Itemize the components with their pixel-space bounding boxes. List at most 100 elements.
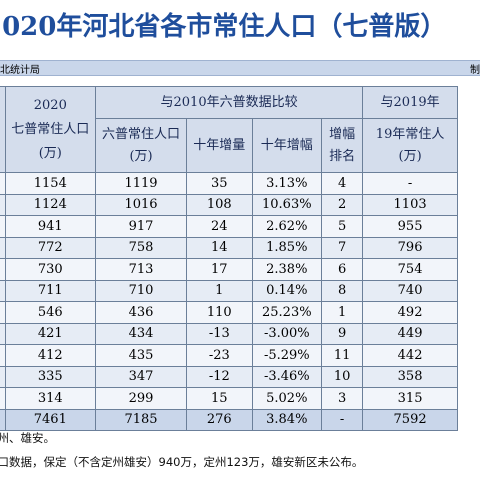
header-rate: 十年增幅 xyxy=(251,118,323,173)
cell-rate: -3.46% xyxy=(251,365,323,388)
cell-pop2020: 421 xyxy=(4,322,96,345)
cell-pop2019: 1103 xyxy=(362,193,458,216)
cell-pop2020: 1154 xyxy=(4,172,96,195)
population-table: 2020 七普常住人口 (万) 与2010年六普数据比较 与2019年 六普常住… xyxy=(0,86,458,431)
cell-rate: 3.84% xyxy=(251,408,323,431)
cell-pop2020: 335 xyxy=(4,365,96,388)
cell-rank: 6 xyxy=(321,258,364,281)
source-label: 北统计局 xyxy=(0,65,40,76)
header-group-2010: 与2010年六普数据比较 xyxy=(94,86,364,119)
cell-rate: 3.13% xyxy=(251,172,323,195)
cell-rate: 0.14% xyxy=(251,279,323,302)
cell-pop2010: 435 xyxy=(94,344,188,367)
cell-pop2010: 713 xyxy=(94,258,188,281)
cell-pop2019: - xyxy=(362,172,458,195)
header-pop2020: 2020 七普常住人口 (万) xyxy=(4,86,96,173)
cell-pop2019: 955 xyxy=(362,215,458,238)
table-row: 412 435 -23 -5.29% 11 442 xyxy=(0,344,458,367)
cell-pop2020: 314 xyxy=(4,387,96,410)
cell-rate: 10.63% xyxy=(251,193,323,216)
source-right-fragment: 制 xyxy=(470,65,480,76)
cell-pop2019: 449 xyxy=(362,322,458,345)
header-rank: 增幅 排名 xyxy=(321,118,364,173)
cell-pop2019: 796 xyxy=(362,236,458,259)
cell-pop2020: 7461 xyxy=(4,408,96,431)
source-bar: 北统计局 制 xyxy=(0,60,480,76)
cell-growth: -12 xyxy=(186,365,253,388)
cell-rank: 1 xyxy=(321,301,364,324)
cell-rank: 11 xyxy=(321,344,364,367)
cell-pop2020: 772 xyxy=(4,236,96,259)
table-row: 1154 1119 35 3.13% 4- xyxy=(0,172,458,195)
table-row: 314 299 15 5.02% 3 315 xyxy=(0,387,458,410)
cell-rank: 2 xyxy=(321,193,364,216)
cell-pop2010: 347 xyxy=(94,365,188,388)
cell-pop2010: 710 xyxy=(94,279,188,302)
cell-pop2010: 299 xyxy=(94,387,188,410)
cell-rate: -3.00% xyxy=(251,322,323,345)
cell-pop2020: 730 xyxy=(4,258,96,281)
cell-pop2019: 740 xyxy=(362,279,458,302)
cell-growth: 17 xyxy=(186,258,253,281)
cell-rank: 8 xyxy=(321,279,364,302)
footnote-1-text: 定州、雄安。 xyxy=(0,431,55,445)
table-row: 546 436 110 25.23% 1 492 xyxy=(0,301,458,324)
cell-pop2010: 434 xyxy=(94,322,188,345)
page-title: 2020年河北省各市常住人口（七普版） xyxy=(0,0,480,50)
table-row: 421 434 -13 -3.00% 9 449 xyxy=(0,322,458,345)
cell-growth: 15 xyxy=(186,387,253,410)
header-group-2019: 与2019年 xyxy=(362,86,458,119)
table-row: 1124 1016 108 10.63% 2 1103 xyxy=(0,193,458,216)
cell-rank: 10 xyxy=(321,365,364,388)
cell-rank: - xyxy=(321,408,364,431)
cell-rate: 1.85% xyxy=(251,236,323,259)
cell-pop2010: 436 xyxy=(94,301,188,324)
cell-growth: 24 xyxy=(186,215,253,238)
cell-rate: 25.23% xyxy=(251,301,323,324)
cell-pop2020: 1124 xyxy=(4,193,96,216)
cell-growth: 1 xyxy=(186,279,253,302)
title-text: 2020年河北省各市常住人口（七普版） xyxy=(0,12,447,42)
cell-growth: 35 xyxy=(186,172,253,195)
cell-rate: 2.38% xyxy=(251,258,323,281)
cell-rank: 5 xyxy=(321,215,364,238)
header-pop2019: 19年常住人 (万) xyxy=(362,118,458,173)
cell-growth: -13 xyxy=(186,322,253,345)
table-row: 730 713 17 2.38% 6 754 xyxy=(0,258,458,281)
cell-pop2019: 754 xyxy=(362,258,458,281)
footnote-2-text: 人口数据，保定（不含定州雄安）940万，定州123万，雄安新区未公布。 xyxy=(0,455,364,469)
cell-pop2019: 492 xyxy=(362,301,458,324)
cell-growth: 14 xyxy=(186,236,253,259)
cell-pop2020: 941 xyxy=(4,215,96,238)
cell-pop2010: 7185 xyxy=(94,408,188,431)
table-row: 772 758 14 1.85% 7 796 xyxy=(0,236,458,259)
cell-pop2020: 711 xyxy=(4,279,96,302)
cell-growth: 276 xyxy=(186,408,253,431)
cell-pop2019: 442 xyxy=(362,344,458,367)
cell-growth: 108 xyxy=(186,193,253,216)
table-row-total: 7461 7185 276 3.84% -7592 xyxy=(0,408,458,431)
cell-pop2010: 1016 xyxy=(94,193,188,216)
table-row: 941 917 24 2.62% 5 955 xyxy=(0,215,458,238)
cell-growth: 110 xyxy=(186,301,253,324)
table-body: 1154 1119 35 3.13% 4-1124 1016 108 10.63% 2 1103 9… xyxy=(0,172,458,431)
cell-pop2020: 412 xyxy=(4,344,96,367)
cell-pop2019: 7592 xyxy=(362,408,458,431)
cell-pop2010: 1119 xyxy=(94,172,188,195)
cell-rank: 3 xyxy=(321,387,364,410)
cell-rate: 2.62% xyxy=(251,215,323,238)
footnote-1: 定州、雄安。 xyxy=(0,430,480,448)
cell-pop2010: 758 xyxy=(94,236,188,259)
cell-pop2020: 546 xyxy=(4,301,96,324)
cell-pop2019: 315 xyxy=(362,387,458,410)
table-row: 335 347 -12 -3.46% 10 358 xyxy=(0,365,458,388)
table-row: 711 710 1 0.14% 8 740 xyxy=(0,279,458,302)
header-growth: 十年增量 xyxy=(186,118,253,173)
cell-rank: 4 xyxy=(321,172,364,195)
cell-growth: -23 xyxy=(186,344,253,367)
cell-rate: -5.29% xyxy=(251,344,323,367)
header-pop2010: 六普常住人口 (万) xyxy=(94,118,188,173)
cell-rank: 7 xyxy=(321,236,364,259)
cell-rate: 5.02% xyxy=(251,387,323,410)
cell-pop2010: 917 xyxy=(94,215,188,238)
